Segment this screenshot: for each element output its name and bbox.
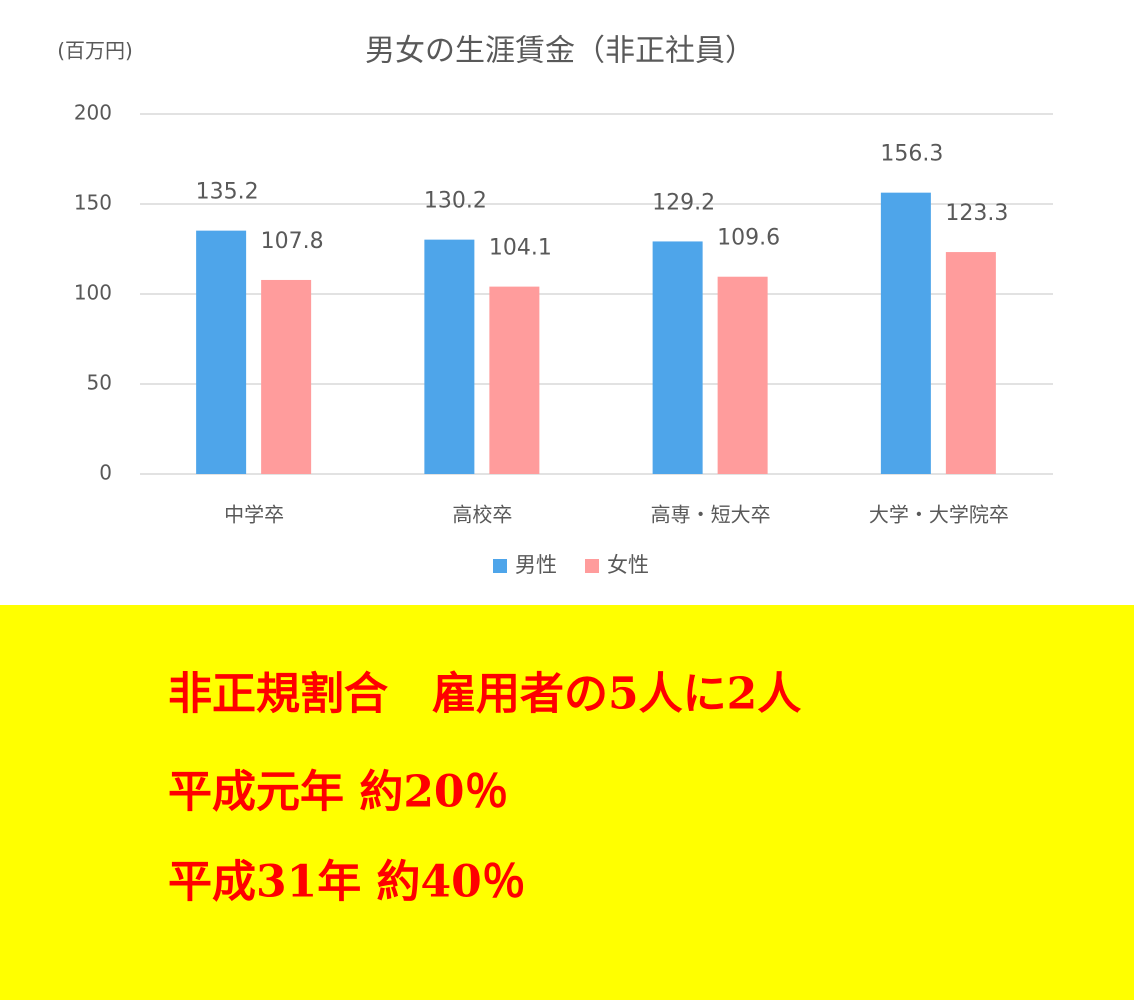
value-label: 129.2 [652, 190, 715, 215]
annotation-panel [0, 605, 1134, 1000]
bar [717, 276, 768, 474]
y-tick-label: 100 [74, 281, 112, 305]
value-label: 107.8 [261, 229, 324, 254]
x-tick-label: 中学卒 [224, 503, 284, 527]
bar [424, 239, 475, 474]
x-tick-label: 高校卒 [452, 503, 512, 527]
chart-title: 男女の生涯賃金（非正社員） [365, 34, 755, 69]
bar [196, 230, 247, 474]
bar [945, 252, 996, 474]
y-tick-label: 0 [99, 461, 112, 485]
value-label: 109.6 [717, 226, 780, 251]
legend-swatch [493, 559, 507, 573]
annotation: 平成31年 約40％ [168, 857, 526, 908]
y-unit-label: (百万円) [57, 39, 133, 63]
value-label: 104.1 [489, 236, 552, 261]
y-tick-label: 200 [74, 101, 112, 125]
bar [880, 192, 931, 474]
bar [652, 241, 703, 474]
value-label: 123.3 [945, 201, 1008, 226]
legend-label: 女性 [607, 553, 649, 577]
legend-label: 男性 [515, 553, 557, 577]
value-label: 156.3 [880, 142, 943, 167]
legend-swatch [585, 559, 599, 573]
y-tick-label: 50 [87, 371, 112, 395]
y-tick-label: 150 [74, 191, 112, 215]
x-tick-label: 高専・短大卒 [651, 503, 771, 527]
value-label: 130.2 [424, 189, 487, 214]
x-tick-label: 大学・大学院卒 [869, 503, 1009, 527]
bar [261, 279, 312, 474]
value-label: 135.2 [196, 180, 259, 205]
bar [489, 286, 540, 474]
annotation: 非正規割合 雇用者の5人に2人 [168, 669, 801, 720]
annotation: 平成元年 約20％ [168, 767, 509, 818]
